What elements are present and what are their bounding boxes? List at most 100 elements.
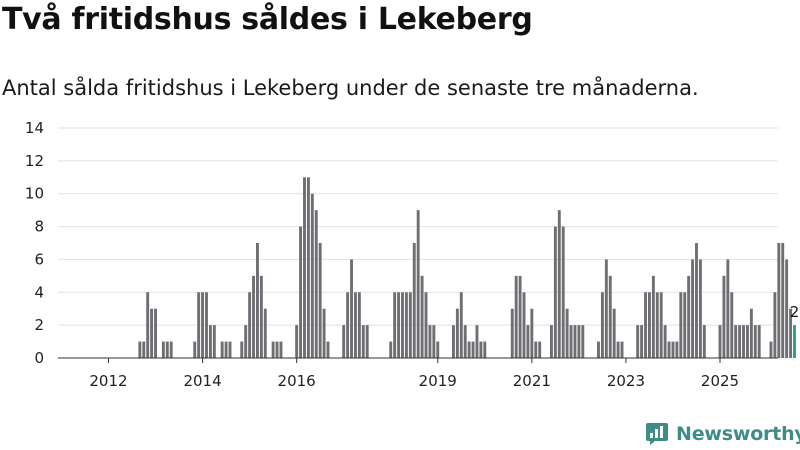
y-tick-label: 4 (34, 283, 44, 301)
bar (608, 275, 612, 358)
bar (671, 341, 675, 358)
bar (675, 341, 679, 358)
x-tick-label: 2019 (419, 372, 457, 390)
bar (600, 292, 604, 358)
bar-latest (793, 325, 796, 358)
bar (295, 325, 299, 358)
bar (789, 308, 793, 358)
bar (518, 275, 522, 358)
y-tick-label: 12 (25, 152, 44, 170)
bar (436, 341, 440, 358)
bar (244, 325, 248, 358)
bar (538, 341, 542, 358)
bar (726, 259, 730, 358)
bar (553, 226, 557, 358)
bar (393, 292, 397, 358)
bar (416, 210, 420, 358)
bar (428, 325, 432, 358)
bar (306, 177, 310, 358)
bar (452, 325, 455, 358)
bar (299, 226, 303, 358)
newsworthy-logo[interactable]: Newsworthy (645, 420, 800, 448)
bar (785, 259, 789, 358)
bar (354, 292, 357, 358)
bar (702, 325, 706, 358)
bar (228, 341, 232, 358)
bar (361, 325, 365, 358)
bar (479, 341, 483, 358)
bar (471, 341, 475, 358)
bar (401, 292, 404, 358)
bar (565, 308, 569, 358)
bar (459, 292, 463, 358)
bar (691, 259, 695, 358)
bar (687, 275, 691, 358)
bar-chart: 0 2 4 6 8 10 12 14 2012 2014 2016 2019 2021 2023 2025 2 (25, 119, 799, 390)
y-tick-label: 8 (34, 218, 44, 236)
bar (161, 341, 165, 358)
bar (404, 292, 408, 358)
bar (510, 308, 514, 358)
bar (146, 292, 150, 358)
x-tick-label: 2023 (607, 372, 645, 390)
newsworthy-icon (646, 423, 668, 445)
bar (314, 210, 318, 358)
bar (557, 210, 561, 358)
bar (663, 325, 667, 358)
bar (150, 308, 154, 358)
bar (597, 341, 600, 358)
bar (248, 292, 252, 358)
bar (201, 292, 205, 358)
bar (240, 341, 244, 358)
bar (569, 325, 573, 358)
bar (318, 243, 322, 358)
bar (659, 292, 663, 358)
bar (577, 325, 581, 358)
bar (263, 308, 267, 358)
bar (777, 243, 781, 358)
x-tick-label: 2025 (701, 372, 739, 390)
bar (612, 308, 616, 358)
x-tick-label: 2016 (278, 372, 316, 390)
bar (667, 341, 671, 358)
bar (620, 341, 624, 358)
bar (738, 325, 742, 358)
bar (749, 308, 753, 358)
bar (322, 308, 326, 358)
y-tick-label: 14 (25, 119, 44, 137)
bar (757, 325, 761, 358)
bar (279, 341, 283, 358)
y-tick-label: 10 (25, 185, 44, 203)
bar (252, 275, 255, 358)
bar (655, 292, 659, 358)
bar (165, 341, 169, 358)
bar (530, 308, 534, 358)
bar (483, 341, 487, 358)
x-tick-label: 2014 (183, 372, 221, 390)
bar (275, 341, 279, 358)
bar (769, 341, 773, 358)
bar (326, 341, 330, 358)
bar (746, 325, 749, 358)
bar (561, 226, 565, 358)
bar (205, 292, 208, 358)
bar (259, 275, 263, 358)
bar (616, 341, 620, 358)
brand-name: Newsworthy (676, 423, 800, 445)
bar (781, 243, 785, 358)
bar (169, 341, 173, 358)
bar (526, 325, 530, 358)
bar (644, 292, 647, 358)
x-tick-label: 2012 (89, 372, 127, 390)
bar (193, 341, 197, 358)
bar (467, 341, 471, 358)
bar (651, 275, 655, 358)
bar (424, 292, 428, 358)
bar (636, 325, 640, 358)
chart-title: Två fritidshus såldes i Lekeberg (2, 2, 533, 37)
bar (604, 259, 608, 358)
bar (365, 325, 369, 358)
bar (463, 325, 467, 358)
bar (534, 341, 538, 358)
bar (212, 325, 216, 358)
